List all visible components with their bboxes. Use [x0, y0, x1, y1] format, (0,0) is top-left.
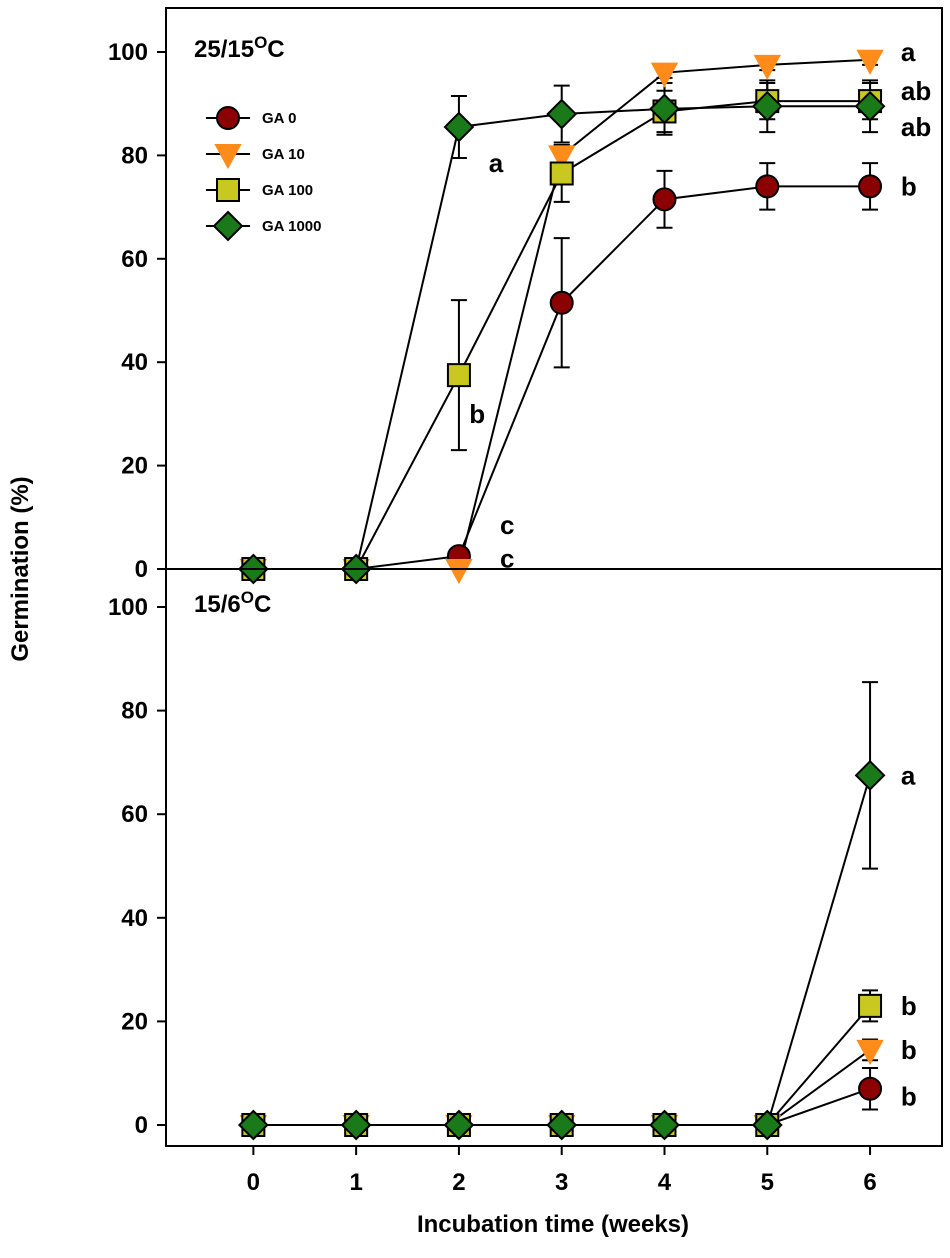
series-line	[253, 1005, 871, 1126]
legend: GA 0 GA 10 GA 100 GA 1000	[206, 106, 321, 242]
significance-label: b	[901, 991, 917, 1021]
significance-label: ab	[901, 112, 931, 142]
y-tick-label: 20	[121, 1008, 148, 1035]
legend-marker	[216, 106, 240, 130]
x-axis-label: Incubation time (weeks)	[417, 1211, 689, 1238]
data-point	[755, 174, 780, 199]
data-point	[649, 93, 680, 125]
significance-label: a	[901, 37, 916, 67]
significance-label: b	[469, 399, 485, 429]
data-point	[652, 187, 677, 212]
data-point	[237, 1109, 269, 1141]
data-point	[445, 559, 473, 585]
data-point	[753, 54, 781, 81]
data-point	[548, 145, 576, 171]
panel-frame	[165, 568, 943, 1147]
series-ga-100	[253, 989, 879, 1126]
data-point	[650, 62, 679, 88]
legend-label: GA 1000	[262, 218, 321, 235]
significance-label: ab	[901, 76, 931, 106]
data-point	[751, 1109, 783, 1141]
x-tick-label: 5	[761, 1169, 774, 1196]
significance-label: b	[901, 1082, 917, 1112]
significance-label: a	[901, 760, 916, 790]
x-tick-label: 6	[863, 1169, 876, 1196]
data-point	[443, 1109, 475, 1141]
panel-title: 25/15OC	[194, 33, 285, 63]
series-ga-0	[253, 162, 879, 570]
x-tick-label: 2	[452, 1169, 465, 1196]
data-point	[858, 1076, 883, 1101]
significance-label: a	[489, 148, 504, 178]
x-tick-label: 4	[658, 1169, 672, 1196]
legend-label: GA 0	[262, 110, 296, 127]
significance-label: c	[500, 544, 514, 574]
data-point	[443, 111, 475, 143]
data-point	[854, 90, 886, 122]
data-point	[856, 49, 884, 75]
legend-marker	[214, 144, 242, 170]
series-ga-1000	[253, 681, 879, 1126]
series-line	[253, 775, 872, 1126]
data-point	[649, 1109, 680, 1141]
x-tick-label: 1	[349, 1169, 362, 1196]
data-point	[549, 161, 574, 186]
y-tick-label: 0	[135, 1112, 148, 1139]
significance-label: b	[901, 171, 917, 201]
y-tick-label: 100	[108, 594, 148, 621]
data-point	[549, 290, 574, 315]
data-point	[858, 174, 883, 199]
data-point	[446, 363, 471, 388]
significance-label: b	[901, 1035, 917, 1065]
data-point	[854, 759, 886, 791]
data-point	[546, 1109, 578, 1141]
y-tick-label: 100	[108, 39, 148, 66]
panel-frame	[165, 7, 943, 570]
y-tick-label: 0	[135, 556, 148, 583]
data-point	[340, 1109, 372, 1141]
data-point	[751, 90, 783, 122]
data-point	[856, 1039, 884, 1065]
legend-label: GA 100	[262, 182, 313, 199]
legend-label: GA 10	[262, 146, 305, 163]
panel-title: 15/6OC	[194, 588, 271, 618]
y-tick-label: 60	[121, 246, 148, 273]
significance-label: c	[500, 510, 514, 540]
series-ga-10	[253, 1038, 879, 1126]
y-tick-label: 60	[121, 801, 148, 828]
y-tick-label: 80	[121, 142, 148, 169]
legend-marker	[212, 210, 244, 242]
data-point	[546, 98, 578, 130]
y-tick-label: 40	[121, 349, 148, 376]
x-tick-label: 3	[555, 1169, 568, 1196]
legend-marker	[216, 178, 240, 202]
x-tick-label: 0	[247, 1169, 260, 1196]
y-axis-label: Germination (%)	[7, 476, 34, 661]
y-tick-label: 40	[121, 905, 148, 932]
data-point	[858, 993, 883, 1018]
y-tick-label: 80	[121, 698, 148, 725]
y-tick-label: 20	[121, 453, 148, 480]
